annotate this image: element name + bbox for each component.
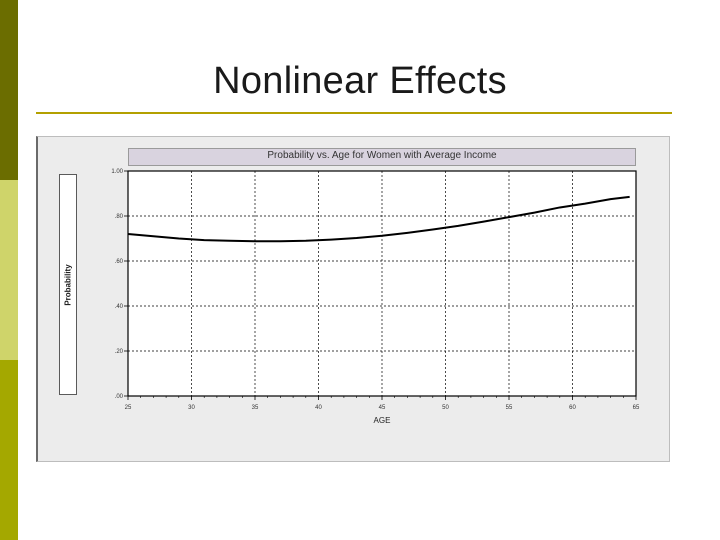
x-tick-label: 55 — [506, 405, 513, 411]
x-tick-label: 65 — [633, 405, 640, 411]
x-tick-label: 35 — [252, 405, 259, 411]
y-tick-label: .60 — [115, 259, 124, 265]
accent-stripe-top — [0, 0, 18, 180]
y-tick-label: .40 — [115, 304, 124, 310]
x-tick-label: 45 — [379, 405, 386, 411]
series-line — [127, 195, 630, 243]
x-tick-label: 50 — [442, 405, 449, 411]
plot-title-box — [128, 148, 636, 166]
x-tick-label: 30 — [188, 405, 195, 411]
x-tick-label: 25 — [125, 405, 132, 411]
y-axis-label-box — [59, 174, 77, 395]
accent-stripe-bottom — [0, 360, 18, 540]
y-tick-label: .00 — [115, 394, 124, 400]
chart-frame: Probability Probability vs. Age for Wome… — [36, 136, 670, 462]
y-tick-label: 1.00 — [111, 169, 123, 175]
title-underline — [36, 112, 672, 114]
plot-title: Probability vs. Age for Women with Avera… — [267, 150, 497, 161]
y-tick-label: .20 — [115, 349, 124, 355]
chart-svg: 25 30 35 40 45 50 55 60 65 .00 .20 .40 .60 .80 1.00 AGE — [111, 169, 640, 425]
y-tick-label: .80 — [115, 214, 124, 220]
x-tick-label: 40 — [315, 405, 322, 411]
x-tick-label: 60 — [569, 405, 576, 411]
x-axis-title: AGE — [374, 416, 391, 425]
slide-title: Nonlinear Effects — [213, 60, 507, 102]
accent-stripe-middle — [0, 180, 18, 360]
